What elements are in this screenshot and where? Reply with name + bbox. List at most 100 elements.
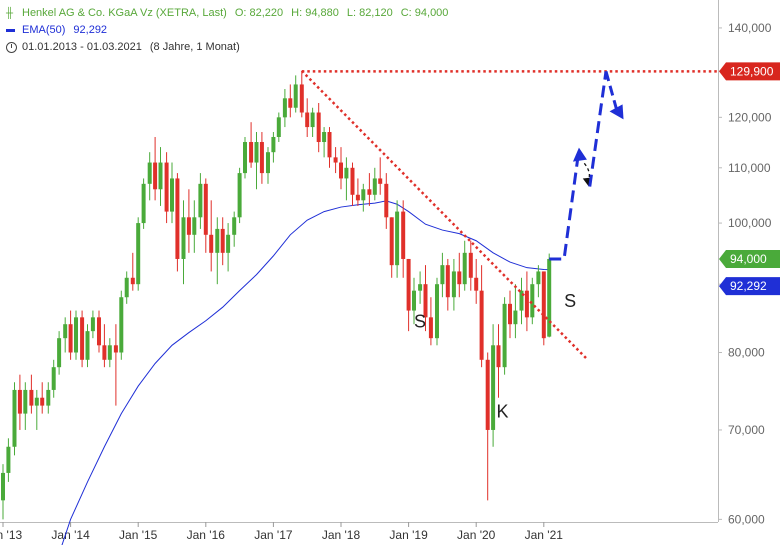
last-price-badge-bg: [719, 249, 780, 268]
candle-body: [344, 167, 349, 179]
candle-body: [186, 217, 191, 235]
candle-body: [536, 271, 541, 285]
candle-body: [34, 397, 39, 406]
candle-body: [412, 290, 417, 311]
legend-title: Henkel AG & Co. KGaA Vz (XETRA, Last): [22, 7, 227, 19]
y-tick-label: 120,000: [728, 110, 772, 124]
candle-body: [74, 317, 79, 353]
legend-ema-row: EMA(50) 92,292: [6, 22, 448, 39]
candle-body: [175, 178, 180, 259]
candle-body: [440, 265, 445, 285]
clock-icon: [6, 39, 18, 56]
candle-body: [333, 157, 338, 163]
candle-body: [406, 258, 411, 311]
candle-body: [378, 178, 383, 184]
last-price-badge-text: 94,000: [730, 252, 767, 266]
projection-pullback: [604, 70, 618, 110]
candle-body: [215, 228, 220, 253]
projection-arrowhead-1: [572, 147, 587, 162]
candle-body: [102, 345, 107, 360]
candle-body: [418, 284, 423, 291]
candle-body: [203, 183, 208, 235]
candle-body: [496, 345, 501, 368]
candle-body: [23, 389, 28, 414]
y-tick-label: 80,000: [728, 346, 765, 360]
y-tick-label: 60,000: [728, 512, 765, 526]
candle-body: [113, 345, 118, 353]
candle-body: [474, 277, 479, 291]
legend-open: O: 82,220: [234, 7, 284, 19]
candle-body: [130, 277, 135, 285]
candle-body: [29, 389, 34, 406]
candle-body: [445, 265, 450, 298]
candle-body: [57, 338, 62, 368]
candle-body: [310, 112, 315, 128]
legend-duration: (8 Jahre, 1 Monat): [149, 41, 240, 53]
ema-line-icon: [6, 22, 18, 39]
candle-body: [237, 173, 242, 218]
x-tick-label: Jan '14: [51, 528, 90, 542]
candle-body: [80, 317, 85, 360]
resistance-price-badge-bg: [719, 62, 780, 81]
candle-body: [141, 183, 146, 224]
candle-body: [276, 117, 281, 137]
candle-body: [192, 217, 197, 235]
pattern-label-s-2: S: [564, 291, 576, 311]
x-tick-label: Jan '18: [322, 528, 361, 542]
candle-body: [547, 258, 552, 337]
candle-body: [367, 189, 372, 195]
candle-body: [164, 162, 169, 212]
candle-body: [322, 132, 327, 143]
candle-body: [46, 389, 51, 406]
candle-body: [226, 234, 231, 253]
candle-body: [502, 303, 507, 368]
candle-body: [96, 317, 101, 346]
candle-body: [170, 178, 174, 212]
x-tick-label: Jan '13: [0, 528, 22, 542]
legend-price-row: ╫ Henkel AG & Co. KGaA Vz (XETRA, Last) …: [6, 5, 448, 22]
candle-body: [491, 345, 496, 430]
candle-body: [12, 389, 17, 447]
pattern-label-s-0: S: [414, 312, 426, 332]
candle-body: [85, 331, 90, 360]
ema-price-badge-bg: [719, 277, 780, 296]
candle-body: [119, 297, 124, 353]
projection-up-leg: [549, 149, 581, 261]
legend-close: C: 94,000: [400, 7, 449, 19]
candle-body: [232, 217, 237, 235]
chart-legend: ╫ Henkel AG & Co. KGaA Vz (XETRA, Last) …: [6, 5, 448, 56]
candle-body: [428, 317, 433, 339]
candle-body: [350, 167, 355, 195]
candle-body: [107, 345, 112, 360]
candle-body: [468, 252, 473, 278]
candle-body: [90, 317, 95, 332]
candle-body: [136, 223, 141, 285]
candle-body: [40, 397, 45, 406]
candle-body: [6, 446, 11, 473]
resistance-price-badge-text: 129,900: [730, 64, 774, 78]
candle-body: [423, 284, 428, 318]
candle-body: [434, 284, 439, 339]
candle-body: [485, 359, 490, 430]
projection-arrowhead-2: [609, 104, 624, 120]
candle-body: [355, 194, 360, 201]
candle-body: [451, 271, 456, 298]
pattern-label-k-1: K: [496, 402, 508, 422]
ema-price-badge-text: 92,292: [730, 279, 767, 293]
candle-body: [254, 142, 259, 163]
candle-body: [513, 310, 518, 325]
candle-body: [220, 228, 225, 253]
candle-body: [288, 98, 293, 108]
candle-body: [462, 252, 467, 285]
candle-body: [1, 472, 5, 501]
candle-body: [147, 162, 152, 184]
y-axis-panel: [718, 0, 780, 545]
legend-ema-label: EMA(50): [22, 24, 66, 36]
y-tick-label: 70,000: [728, 423, 765, 437]
candle-body: [327, 132, 332, 158]
candle-body: [541, 271, 546, 339]
candle-body: [293, 84, 298, 108]
candle-body: [243, 142, 248, 174]
candle-body: [63, 324, 68, 339]
